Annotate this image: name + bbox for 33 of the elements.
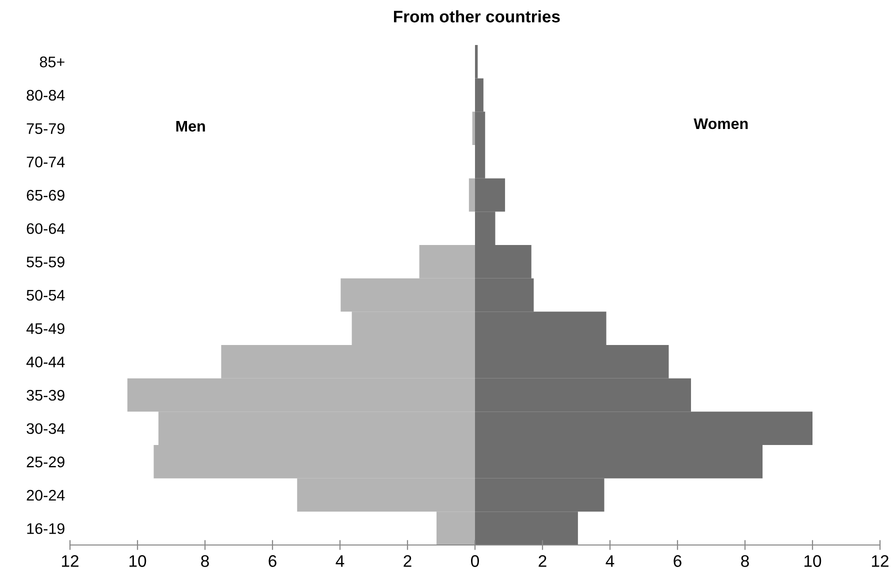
x-tick-label: 4 (606, 555, 614, 567)
x-tick-label: 2 (404, 555, 412, 567)
y-tick-label: 45-49 (26, 323, 64, 334)
chart-title: From other countries (394, 10, 560, 22)
annotation: Men (176, 120, 205, 132)
bar (468, 178, 475, 212)
y-tick-label: 30-34 (26, 423, 65, 434)
y-tick-label: 55-59 (26, 256, 64, 268)
y-tick-label: 65-69 (26, 190, 64, 201)
y-tick-label: 16-19 (27, 523, 64, 534)
x-tick-label: 8 (741, 555, 749, 567)
x-tick-label: 10 (804, 555, 822, 567)
y-tick-label: 70-74 (26, 156, 65, 168)
y-tick-label: 50-54 (26, 290, 65, 301)
x-tick-label: 8 (201, 555, 209, 567)
y-tick-label: 75-79 (26, 123, 64, 134)
y-tick-label: 60-64 (26, 223, 65, 234)
x-tick-label: 2 (538, 555, 546, 567)
y-tick-label: 85+ (40, 56, 64, 68)
x-tick-label: 0 (471, 555, 479, 567)
y-tick-label: 25-29 (26, 456, 64, 468)
x-tick-label: 12 (62, 555, 78, 567)
x-tick-label: 4 (336, 555, 344, 567)
x-tick-label: 10 (130, 555, 146, 567)
annotation: Women (694, 118, 748, 130)
y-tick-label: 35-39 (26, 390, 64, 401)
x-tick-label: 6 (674, 555, 682, 567)
x-tick-label: 6 (268, 555, 276, 567)
bar (472, 112, 475, 145)
y-tick-label: 20-24 (26, 490, 65, 501)
y-tick-label: 80-84 (26, 90, 65, 101)
x-tick-label: 12 (872, 555, 888, 567)
y-tick-label: 40-44 (26, 356, 65, 368)
